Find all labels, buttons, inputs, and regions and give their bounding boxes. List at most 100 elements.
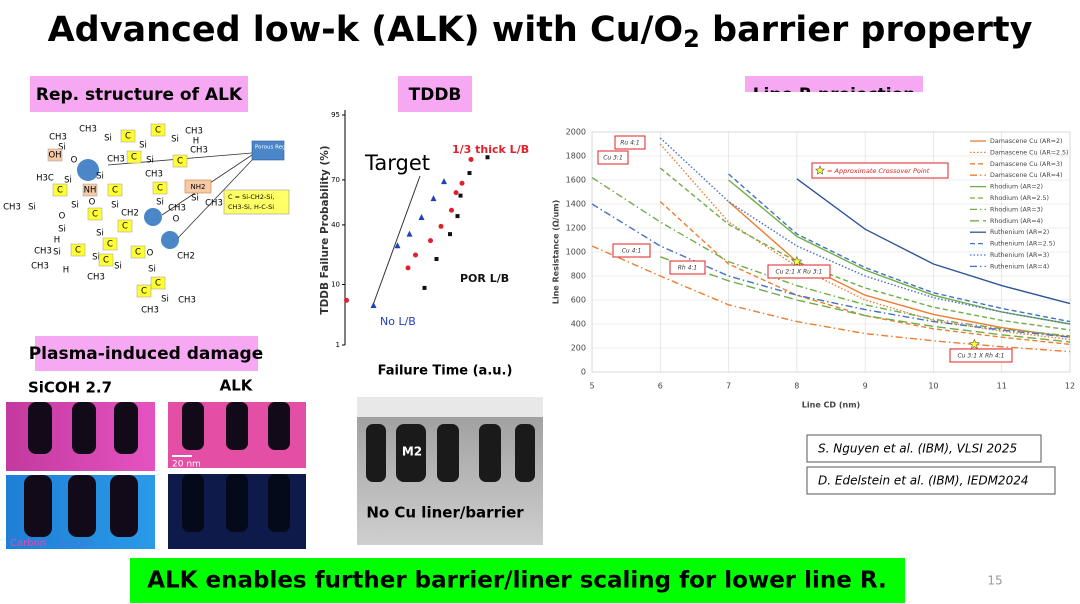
data-point <box>422 285 427 290</box>
atom: Si <box>92 253 100 263</box>
data-point <box>453 190 459 196</box>
annotation-box <box>597 150 629 165</box>
trench <box>182 474 204 532</box>
atom: CH3 <box>87 273 105 283</box>
title-rest: barrier property <box>700 10 1033 50</box>
atom-box <box>98 253 114 267</box>
footer-box <box>130 558 905 603</box>
pore <box>144 208 162 226</box>
atom: Si <box>139 141 147 151</box>
series-line <box>728 173 1071 323</box>
series-label: No L/B <box>380 315 416 328</box>
data-point <box>438 223 444 229</box>
series-line <box>659 137 1071 325</box>
trench <box>268 474 290 532</box>
data-point <box>413 252 418 258</box>
legend-entry: Damascene Cu (AR=3) <box>990 161 1062 168</box>
y-tick-label: 400 <box>571 320 586 329</box>
tem-image: M2 No Cu liner/barrier <box>357 397 543 545</box>
data-point <box>394 242 401 249</box>
atom-box <box>82 183 98 197</box>
tem-line <box>396 424 426 482</box>
y-tick-label: 1800 <box>566 152 586 161</box>
annotation: Cu 4:1 <box>622 248 642 255</box>
nh2-box <box>184 179 212 194</box>
atom: CH3 <box>141 306 159 316</box>
legend-entry: Ruthenium (AR=3) <box>990 252 1049 259</box>
x-tick-label: 10 <box>928 382 938 391</box>
y-tick-label: 70 <box>331 176 340 184</box>
annotation: Cu 3:1 <box>603 155 623 162</box>
atom: C <box>155 279 161 289</box>
y-axis-label: TDDB Failure Probability (%) <box>319 145 331 314</box>
atom: C <box>155 126 161 136</box>
slide-title: Advanced low-k (ALK) with Cu/O2 barrier … <box>48 10 1033 53</box>
data-point <box>441 178 447 185</box>
x-tick-label: 6 <box>658 382 663 391</box>
series-label: POR L/B <box>460 272 509 285</box>
atom: Si <box>28 203 36 213</box>
atom-box <box>130 245 146 259</box>
atom: H3C <box>36 174 54 184</box>
atom: H <box>63 266 69 276</box>
legend-entry: Rhodium (AR=2) <box>990 184 1043 191</box>
section-label: Rep. structure of ALK <box>36 85 243 105</box>
trench <box>72 402 96 454</box>
atom: Si <box>58 143 66 153</box>
plasma-images: SiCOH 2.7 ALK 20 nm Carbon Oxygen <box>6 377 306 549</box>
atom: H <box>193 137 199 147</box>
atom: Si <box>111 201 119 211</box>
atom: H <box>54 236 60 246</box>
atom: Si <box>148 265 156 275</box>
tem-label: M2 <box>402 445 422 459</box>
atom: C <box>112 186 118 196</box>
data-point <box>430 195 437 202</box>
footer-text: ALK enables further barrier/liner scalin… <box>147 568 887 594</box>
data-point <box>405 265 411 271</box>
atom: C <box>135 248 141 258</box>
atom-box <box>107 183 123 197</box>
atom: CH3 <box>178 296 196 306</box>
trench <box>28 402 52 454</box>
y-tick-label: 2000 <box>566 128 586 137</box>
title-sub: 2 <box>683 25 700 53</box>
legend-entry: Rhodium (AR=3) <box>990 206 1043 213</box>
pore <box>161 231 179 249</box>
atom: Si <box>156 198 164 208</box>
data-point <box>455 214 460 219</box>
atom: C <box>122 222 128 232</box>
atom: C <box>131 153 137 163</box>
x-axis-label: Failure Time (a.u.) <box>378 364 513 379</box>
title-main: Advanced low-k (ALK) with Cu/O <box>48 10 684 50</box>
atom: O <box>173 215 180 225</box>
eds-key: Carbon <box>10 538 46 549</box>
reference-box <box>806 466 1056 495</box>
atom: CH3 <box>185 127 203 137</box>
atom: CH3 <box>145 170 163 180</box>
y-tick-label: 1000 <box>566 248 586 257</box>
atom-box <box>87 207 103 221</box>
trench <box>24 475 52 537</box>
atom: C <box>103 256 109 266</box>
legend-entry: Damascene Cu (AR=4) <box>990 172 1062 179</box>
atom: Si <box>71 201 79 211</box>
trench <box>110 475 138 537</box>
tem-cap <box>357 397 543 417</box>
reference: S. Nguyen et al. (IBM), VLSI 2025 <box>818 442 1017 456</box>
series-line <box>591 177 1071 337</box>
pore <box>77 159 99 181</box>
data-point <box>344 297 349 303</box>
atom: CH3 <box>107 155 125 165</box>
legend-entry: Ruthenium (AR=2) <box>990 229 1049 236</box>
crossover-star <box>791 255 803 267</box>
atom-box <box>102 237 118 251</box>
atom-box <box>52 183 68 197</box>
target-line <box>372 175 421 306</box>
annotation: Cu 2:1 X Ru 3:1 <box>775 269 822 276</box>
y-tick-label: 40 <box>331 221 340 229</box>
data-point <box>406 230 413 237</box>
series-line <box>728 201 1071 338</box>
y-axis-label: Line Resistance (Ω/um) <box>552 200 561 305</box>
annotation-box <box>669 260 706 275</box>
